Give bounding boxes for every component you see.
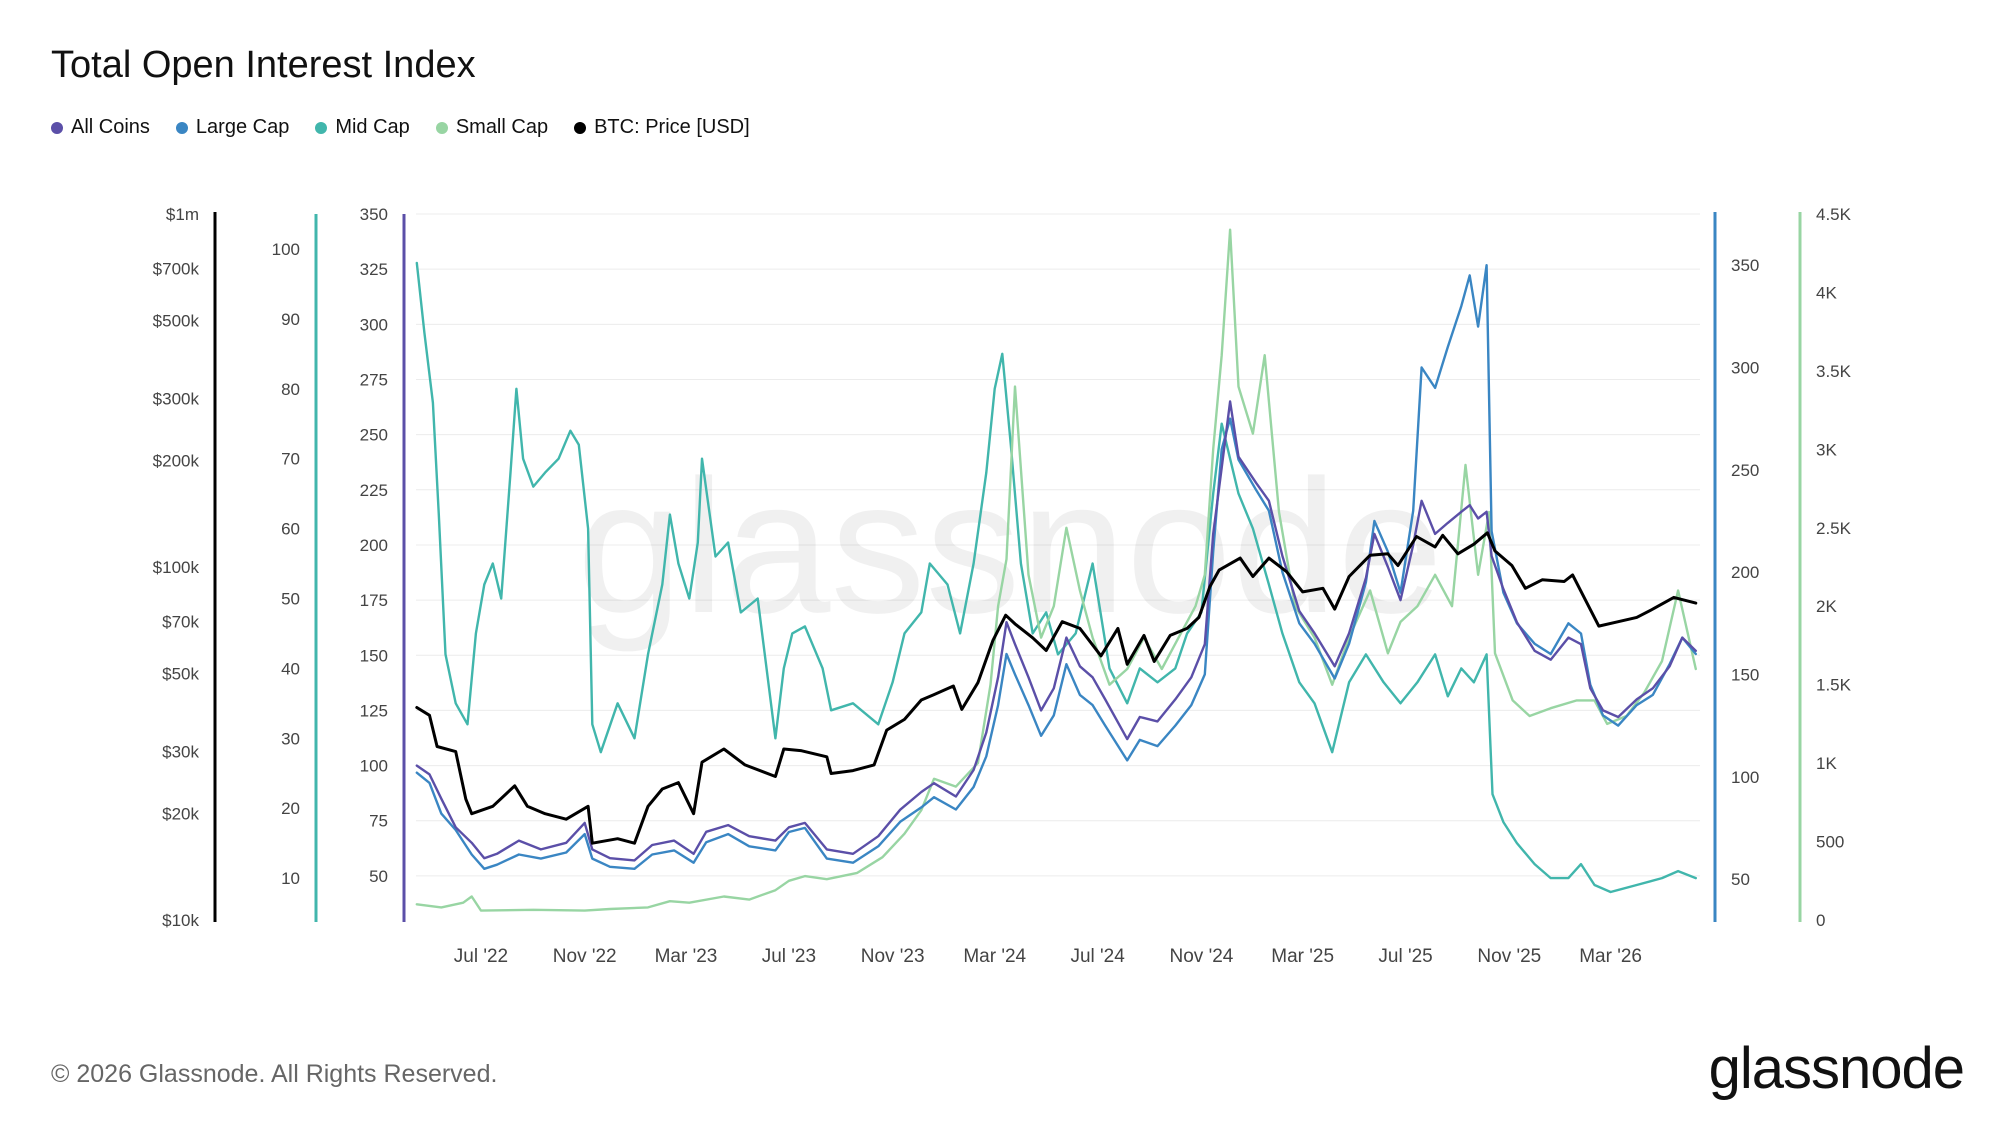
btc-tick-label-0: $10k [162, 911, 199, 930]
legend-dot-small-cap [435, 121, 448, 134]
x-tick-label-6: Jul '24 [1070, 946, 1125, 967]
all-tick-label-1: 75 [369, 812, 388, 831]
series-line-all-coins [415, 400, 1697, 862]
x-tick-label-8: Mar '25 [1271, 946, 1334, 967]
legend-dot-all-coins [51, 121, 63, 134]
btc-tick-label-6: $200k [153, 452, 200, 471]
legend-item-large-cap[interactable]: Large Cap [175, 116, 290, 139]
legend-label-large-cap: Large Cap [195, 116, 290, 138]
legend-dot-btc-price [574, 121, 587, 134]
mid-tick-label-7: 80 [281, 380, 300, 399]
all-tick-label-2: 100 [360, 757, 388, 776]
small-tick-label-4: 2K [1816, 597, 1837, 616]
small-tick-label-1: 500 [1816, 833, 1844, 852]
mid-tick-label-5: 60 [281, 520, 300, 539]
legend: All Coins Large Cap Mid Cap Small Cap BT… [51, 116, 750, 139]
btc-tick-label-2: $30k [162, 743, 199, 762]
btc-tick-label-7: $300k [153, 390, 200, 409]
series-line-btc-price-usd [415, 531, 1698, 845]
all-tick-label-7: 225 [360, 481, 388, 500]
small-tick-label-9: 4.5K [1816, 205, 1852, 224]
all-tick-label-6: 200 [360, 536, 388, 555]
all-tick-label-5: 175 [360, 591, 388, 610]
large-tick-label-2: 150 [1731, 665, 1759, 684]
x-tick-label-0: Jul '22 [454, 946, 508, 967]
all-tick-label-9: 275 [360, 370, 388, 389]
mid-tick-label-9: 100 [272, 240, 300, 259]
x-tick-label-7: Nov '24 [1170, 946, 1234, 967]
large-tick-label-5: 300 [1731, 358, 1759, 377]
mid-tick-label-8: 90 [281, 310, 300, 329]
legend-dot-mid-cap [315, 121, 328, 134]
mid-tick-label-0: 10 [281, 869, 300, 888]
x-tick-label-3: Jul '23 [762, 946, 816, 967]
large-tick-label-6: 350 [1731, 256, 1759, 275]
x-tick-label-2: Mar '23 [655, 946, 718, 967]
all-tick-label-4: 150 [360, 646, 388, 665]
all-tick-label-11: 325 [360, 260, 388, 279]
x-tick-label-9: Jul '25 [1378, 946, 1432, 967]
legend-label-btc-price: BTC: Price [USD] [594, 116, 750, 138]
legend-item-btc-price[interactable]: BTC: Price [USD] [574, 116, 750, 139]
mid-tick-label-4: 50 [281, 589, 300, 608]
series-line-large-cap [415, 264, 1697, 870]
all-tick-label-10: 300 [360, 315, 388, 334]
btc-tick-label-4: $70k [162, 613, 199, 632]
all-tick-label-8: 250 [360, 426, 388, 445]
legend-label-small-cap: Small Cap [455, 116, 549, 138]
legend-label-all-coins: All Coins [71, 116, 150, 138]
copyright-footer: © 2026 Glassnode. All Rights Reserved. [51, 1060, 498, 1088]
btc-tick-label-8: $500k [153, 311, 200, 330]
series-line-mid-cap [415, 261, 1697, 894]
small-tick-label-0: 0 [1816, 911, 1825, 930]
all-tick-label-3: 125 [360, 701, 388, 720]
btc-tick-label-9: $700k [153, 260, 200, 279]
x-tick-label-11: Mar '26 [1579, 946, 1642, 967]
small-tick-label-2: 1K [1816, 754, 1837, 773]
small-tick-label-7: 3.5K [1816, 362, 1852, 381]
large-tick-label-0: 50 [1731, 870, 1750, 889]
small-tick-label-3: 1.5K [1816, 676, 1852, 695]
x-tick-label-4: Nov '23 [861, 946, 925, 967]
mid-tick-label-1: 20 [281, 799, 300, 818]
legend-label-mid-cap: Mid Cap [335, 116, 410, 138]
small-tick-label-5: 2.5K [1816, 519, 1852, 538]
btc-tick-label-1: $20k [162, 805, 199, 824]
glassnode-logo[interactable]: glassnode [1708, 1036, 1965, 1101]
x-tick-label-5: Mar '24 [963, 946, 1026, 967]
btc-tick-label-3: $50k [162, 664, 199, 683]
mid-tick-label-3: 40 [281, 659, 300, 678]
chart-title: Total Open Interest Index [51, 44, 476, 86]
small-tick-label-8: 4K [1816, 283, 1837, 302]
btc-tick-label-10: $1m [166, 205, 199, 224]
legend-item-all-coins[interactable]: All Coins [51, 116, 150, 139]
small-tick-label-6: 3K [1816, 440, 1837, 459]
x-tick-label-10: Nov '25 [1477, 946, 1541, 967]
mid-tick-label-2: 30 [281, 729, 300, 748]
legend-dot-large-cap [175, 121, 188, 134]
mid-tick-label-6: 70 [281, 450, 300, 469]
large-tick-label-4: 250 [1731, 461, 1759, 480]
all-tick-label-12: 350 [360, 205, 388, 224]
btc-tick-label-5: $100k [153, 558, 200, 577]
legend-item-small-cap[interactable]: Small Cap [435, 116, 549, 139]
large-tick-label-3: 200 [1731, 563, 1759, 582]
x-tick-label-1: Nov '22 [553, 946, 617, 967]
legend-item-mid-cap[interactable]: Mid Cap [315, 116, 410, 139]
large-tick-label-1: 100 [1731, 768, 1759, 787]
all-tick-label-0: 50 [369, 867, 388, 886]
